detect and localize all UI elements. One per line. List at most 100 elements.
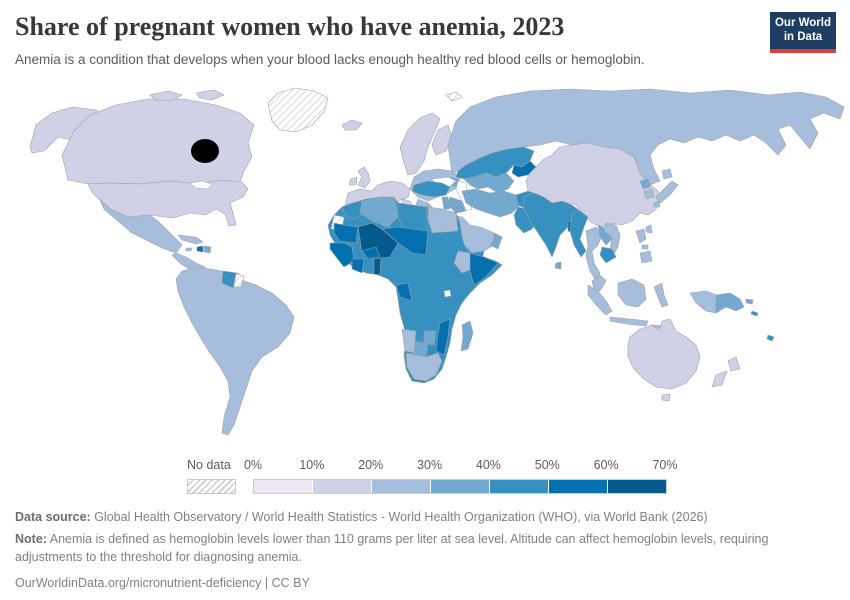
region-iceland[interactable] [341, 119, 363, 131]
legend-tick-label: 30% [417, 458, 443, 472]
world-choropleth-map [29, 87, 845, 436]
region-south-korea[interactable] [643, 188, 655, 200]
legend-bar [253, 479, 667, 494]
legend-tick-label: 10% [299, 458, 325, 472]
region-fiji[interactable] [766, 334, 775, 342]
legend-bin-0-10%[interactable] [254, 480, 313, 493]
region-jamaica[interactable] [185, 247, 193, 252]
legend-bin-60-70%[interactable] [608, 480, 666, 493]
page-title: Share of pregnant women who have anemia,… [15, 12, 565, 41]
region-turkey[interactable] [411, 180, 451, 198]
legend-bin-10-20%[interactable] [313, 480, 372, 493]
legend-no-data-label: No data [187, 458, 231, 472]
region-benin-togo[interactable] [373, 257, 382, 276]
region-svalbard[interactable] [445, 91, 463, 102]
data-source-line: Data source: Global Health Observatory /… [15, 509, 837, 527]
region-suriname[interactable] [233, 273, 245, 288]
region-mozambique[interactable] [435, 318, 451, 356]
region-sri-lanka[interactable] [554, 261, 562, 270]
lake-victoria [443, 289, 452, 298]
region-great-britain[interactable] [357, 166, 371, 189]
region-egypt[interactable] [427, 206, 459, 234]
legend-bin-50-60%[interactable] [549, 480, 608, 493]
region-malaysia[interactable] [591, 274, 607, 292]
hudson-bay [191, 139, 219, 163]
region-philippines-visayas[interactable] [641, 244, 649, 250]
region-japan-kyushu[interactable] [653, 200, 661, 208]
legend-bin-40-50%[interactable] [490, 480, 549, 493]
region-dominican-republic[interactable] [203, 245, 212, 254]
region-south-africa[interactable] [405, 352, 443, 382]
region-norway-sweden[interactable] [399, 112, 441, 176]
data-source-text: Global Health Observatory / World Health… [90, 510, 708, 524]
region-gabon-congo[interactable] [395, 282, 413, 302]
region-ivory-coast[interactable] [351, 258, 365, 274]
region-levant[interactable] [441, 196, 451, 210]
region-philippines-mindanao[interactable] [639, 250, 653, 264]
region-oman[interactable] [489, 232, 503, 250]
region-cambodia[interactable] [599, 246, 617, 264]
region-iran[interactable] [461, 188, 521, 218]
region-senegal-guinea[interactable] [329, 242, 355, 268]
legend-tick-labels: 0% 10% 20% 30% 40% 50% 60% 70% [244, 458, 678, 473]
region-madagascar[interactable] [460, 320, 474, 352]
region-ethiopia[interactable] [453, 250, 473, 274]
note-text: Anemia is defined as hemoglobin levels l… [15, 531, 769, 564]
region-japan-honshu[interactable] [655, 180, 679, 204]
region-haiti[interactable] [196, 245, 204, 253]
legend-bin-30-40%[interactable] [431, 480, 490, 493]
attribution-url[interactable]: OurWorldinData.org/micronutrient-deficie… [15, 576, 310, 591]
legend-tick-label: 70% [652, 458, 678, 472]
region-canada-arctic-islands[interactable] [195, 89, 225, 101]
region-burkina-faso[interactable] [361, 246, 381, 260]
legend-bin-20-30%[interactable] [372, 480, 431, 493]
region-guyana[interactable] [221, 270, 237, 289]
region-indonesia-west-papua[interactable] [689, 290, 717, 314]
region-north-korea[interactable] [639, 178, 651, 190]
region-new-britain[interactable] [745, 298, 754, 305]
note-line: Note: Anemia is defined as hemoglobin le… [15, 531, 837, 567]
region-russia[interactable] [447, 88, 845, 186]
region-indonesia-sulawesi[interactable] [653, 282, 669, 308]
region-usa[interactable] [87, 179, 249, 227]
region-south-america[interactable] [175, 266, 295, 436]
region-canada-arctic-islands[interactable] [149, 90, 183, 102]
region-mauritania[interactable] [333, 222, 359, 244]
legend-tick-label: 40% [475, 458, 501, 472]
region-somalia[interactable] [469, 252, 499, 286]
note-label: Note: [15, 531, 47, 546]
region-namibia[interactable] [401, 328, 417, 354]
region-indonesia-sumatra[interactable] [587, 284, 613, 316]
region-new-zealand-north[interactable] [727, 356, 741, 372]
region-cuba[interactable] [177, 234, 204, 245]
region-uzbekistan-turkmenistan[interactable] [463, 172, 515, 194]
region-myanmar[interactable] [569, 210, 589, 258]
region-china-mongolia[interactable] [525, 142, 663, 228]
region-australia[interactable] [627, 318, 701, 390]
region-indonesia-borneo[interactable] [617, 278, 647, 308]
region-tasmania[interactable] [661, 393, 671, 402]
legend-tick-label: 50% [534, 458, 560, 472]
attribution-line[interactable]: OurWorldinData.org/micronutrient-deficie… [15, 575, 837, 593]
region-zimbabwe[interactable] [423, 330, 437, 346]
region-indonesia-java[interactable] [609, 316, 649, 327]
region-new-zealand-south[interactable] [711, 370, 728, 388]
region-niger-chad[interactable] [381, 226, 429, 256]
owid-logo-line1: Our World [774, 16, 831, 29]
owid-logo-line2: in Data [783, 30, 823, 43]
page-subtitle: Anemia is a condition that develops when… [15, 52, 645, 67]
region-papua-new-guinea[interactable] [715, 292, 745, 314]
region-iraq[interactable] [447, 196, 467, 214]
region-japan-hokkaido[interactable] [661, 168, 673, 180]
region-philippines-luzon[interactable] [635, 228, 647, 244]
region-mexico[interactable] [99, 199, 183, 254]
great-lakes [189, 180, 213, 190]
owid-logo[interactable]: Our World in Data [770, 12, 836, 53]
legend-tick-label: 20% [358, 458, 384, 472]
region-greenland[interactable] [267, 87, 329, 133]
region-taiwan[interactable] [645, 224, 653, 234]
region-solomon-islands[interactable] [750, 310, 759, 317]
region-ireland[interactable] [348, 176, 358, 186]
legend-no-data-swatch[interactable] [187, 479, 236, 494]
